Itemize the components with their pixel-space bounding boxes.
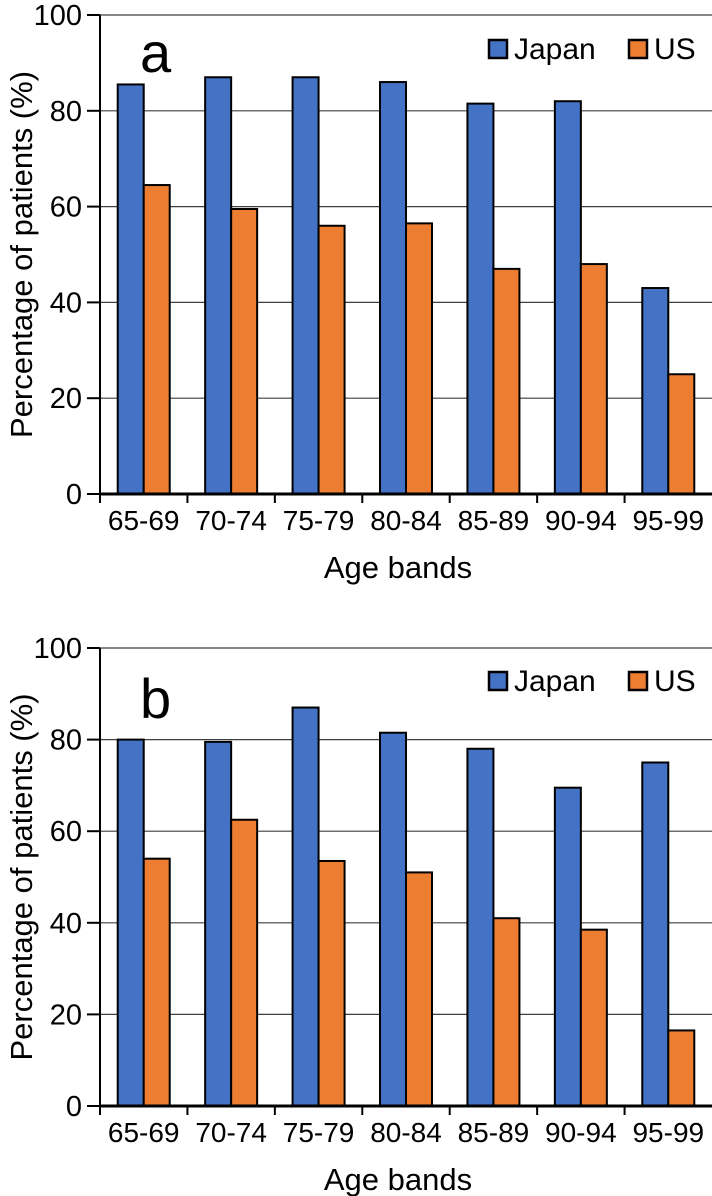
bar-japan-85-89 — [466, 747, 495, 1107]
legend-label-japan: Japan — [514, 33, 596, 66]
bar-us-95-99 — [667, 373, 696, 495]
legend: Japan US — [487, 33, 696, 66]
bar-us-65-69 — [142, 184, 171, 495]
bar-us-90-94 — [579, 928, 608, 1108]
x-tick-label-95-99: 95-99 — [632, 505, 704, 536]
x-tick-label-75-79: 75-79 — [283, 1117, 355, 1148]
bar-us-70-74 — [230, 207, 259, 495]
x-tick-label-65-69: 65-69 — [108, 505, 180, 536]
bar-japan-85-89 — [466, 102, 495, 496]
legend-label-us: US — [654, 33, 696, 66]
y-axis-title: Percentage of patients (%) — [4, 71, 39, 438]
bar-us-85-89 — [492, 267, 521, 495]
panel-letter-a: a — [140, 21, 172, 84]
legend-swatch-japan — [487, 670, 509, 692]
legend: Japan US — [487, 665, 696, 698]
bar-japan-75-79 — [291, 76, 320, 496]
y-tick-label-40: 40 — [50, 287, 82, 319]
y-tick-label-60: 60 — [50, 192, 82, 224]
y-tick-label-0: 0 — [66, 1091, 82, 1123]
y-tick-label-60: 60 — [50, 816, 82, 848]
x-tick-label-90-94: 90-94 — [545, 505, 617, 536]
chart-canvas-a: 65-69 70-74 75-79 80-84 85-89 90-94 95-99 0 20 40… — [4, 0, 712, 585]
y-tick-label-40: 40 — [50, 908, 82, 940]
bar-japan-75-79 — [291, 706, 320, 1107]
legend-swatch-us — [627, 38, 649, 60]
x-tick-label-70-74: 70-74 — [195, 505, 267, 536]
x-tick-label-80-84: 80-84 — [370, 1117, 442, 1148]
bar-us-90-94 — [579, 263, 608, 495]
panel-letter-b: b — [140, 667, 171, 730]
x-tick-label-80-84: 80-84 — [370, 505, 442, 536]
bar-us-75-79 — [317, 859, 346, 1107]
panel-b-bar-chart: 65-69 70-74 75-79 80-84 85-89 90-94 95-99 0 20 40… — [0, 598, 712, 1196]
bar-japan-65-69 — [116, 738, 145, 1107]
bar-us-65-69 — [142, 857, 171, 1107]
bar-us-95-99 — [667, 1029, 696, 1107]
x-tick-label-65-69: 65-69 — [108, 1117, 180, 1148]
y-tick-label-100: 100 — [34, 0, 82, 32]
y-tick-label-80: 80 — [50, 725, 82, 757]
x-tick-label-75-79: 75-79 — [283, 505, 355, 536]
y-tick-label-20: 20 — [50, 999, 82, 1031]
bar-us-70-74 — [230, 818, 259, 1107]
legend-label-us: US — [654, 665, 696, 698]
y-tick-label-80: 80 — [50, 96, 82, 128]
bar-us-80-84 — [405, 222, 433, 496]
bar-us-80-84 — [405, 871, 433, 1108]
panel-a-bar-chart: 65-69 70-74 75-79 80-84 85-89 90-94 95-99 0 20 40… — [4, 0, 712, 585]
y-tick-label-0: 0 — [66, 479, 82, 511]
bar-japan-90-94 — [553, 100, 582, 495]
x-axis-title: Age bands — [324, 550, 472, 585]
bar-japan-70-74 — [204, 740, 233, 1107]
legend-swatch-japan — [487, 38, 509, 60]
x-tick-label-95-99: 95-99 — [632, 1117, 704, 1148]
bar-japan-95-99 — [641, 287, 670, 495]
bar-japan-80-84 — [379, 731, 407, 1107]
y-tick-label-100: 100 — [34, 633, 82, 665]
y-axis-title: Percentage of patients (%) — [4, 693, 39, 1060]
bar-japan-90-94 — [553, 786, 582, 1107]
x-axis-title: Age bands — [324, 1162, 472, 1196]
bar-japan-80-84 — [379, 81, 407, 495]
bar-us-75-79 — [317, 224, 346, 495]
y-tick-label-20: 20 — [50, 383, 82, 415]
legend-label-japan: Japan — [514, 665, 596, 698]
x-tick-label-85-89: 85-89 — [458, 1117, 530, 1148]
bar-japan-95-99 — [641, 761, 670, 1107]
bar-japan-65-69 — [116, 83, 145, 496]
x-tick-label-90-94: 90-94 — [545, 1117, 617, 1148]
bar-us-85-89 — [492, 917, 521, 1107]
x-tick-label-70-74: 70-74 — [195, 1117, 267, 1148]
legend-swatch-us — [627, 670, 649, 692]
bar-japan-70-74 — [204, 76, 233, 496]
chart-canvas-b: 65-69 70-74 75-79 80-84 85-89 90-94 95-99 0 20 40… — [4, 633, 712, 1196]
x-tick-label-85-89: 85-89 — [458, 505, 530, 536]
